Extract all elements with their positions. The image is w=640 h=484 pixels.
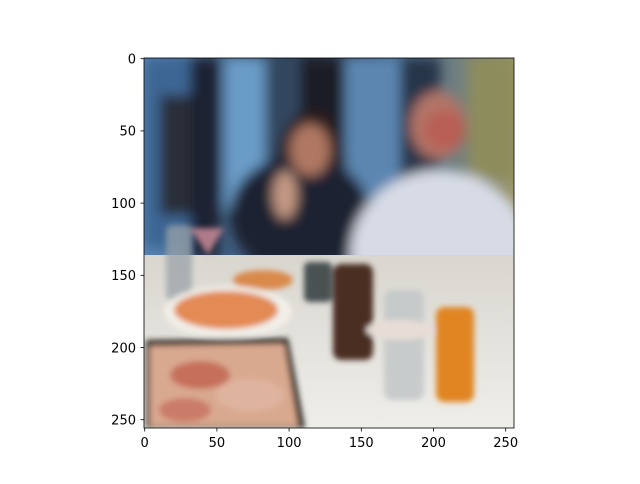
x-tick-label: 200 [421,436,446,451]
y-axis: 0 50 100 150 200 250 [111,53,144,429]
y-tick-label: 200 [111,341,136,356]
x-tick-label: 0 [141,436,149,451]
y-tick-label: 0 [128,53,136,68]
axes-frame [143,57,515,429]
x-tick-label: 150 [349,436,374,451]
x-tick-label: 100 [277,436,302,451]
y-tick-label: 100 [111,197,136,212]
photo-image [144,58,514,428]
x-tick-label: 250 [493,436,518,451]
y-tick-label: 150 [111,269,136,284]
x-tick-label: 50 [209,436,226,451]
x-axis: 0 50 100 150 200 250 [141,428,518,451]
y-tick-label: 250 [111,414,136,429]
y-tick-label: 50 [119,125,136,140]
